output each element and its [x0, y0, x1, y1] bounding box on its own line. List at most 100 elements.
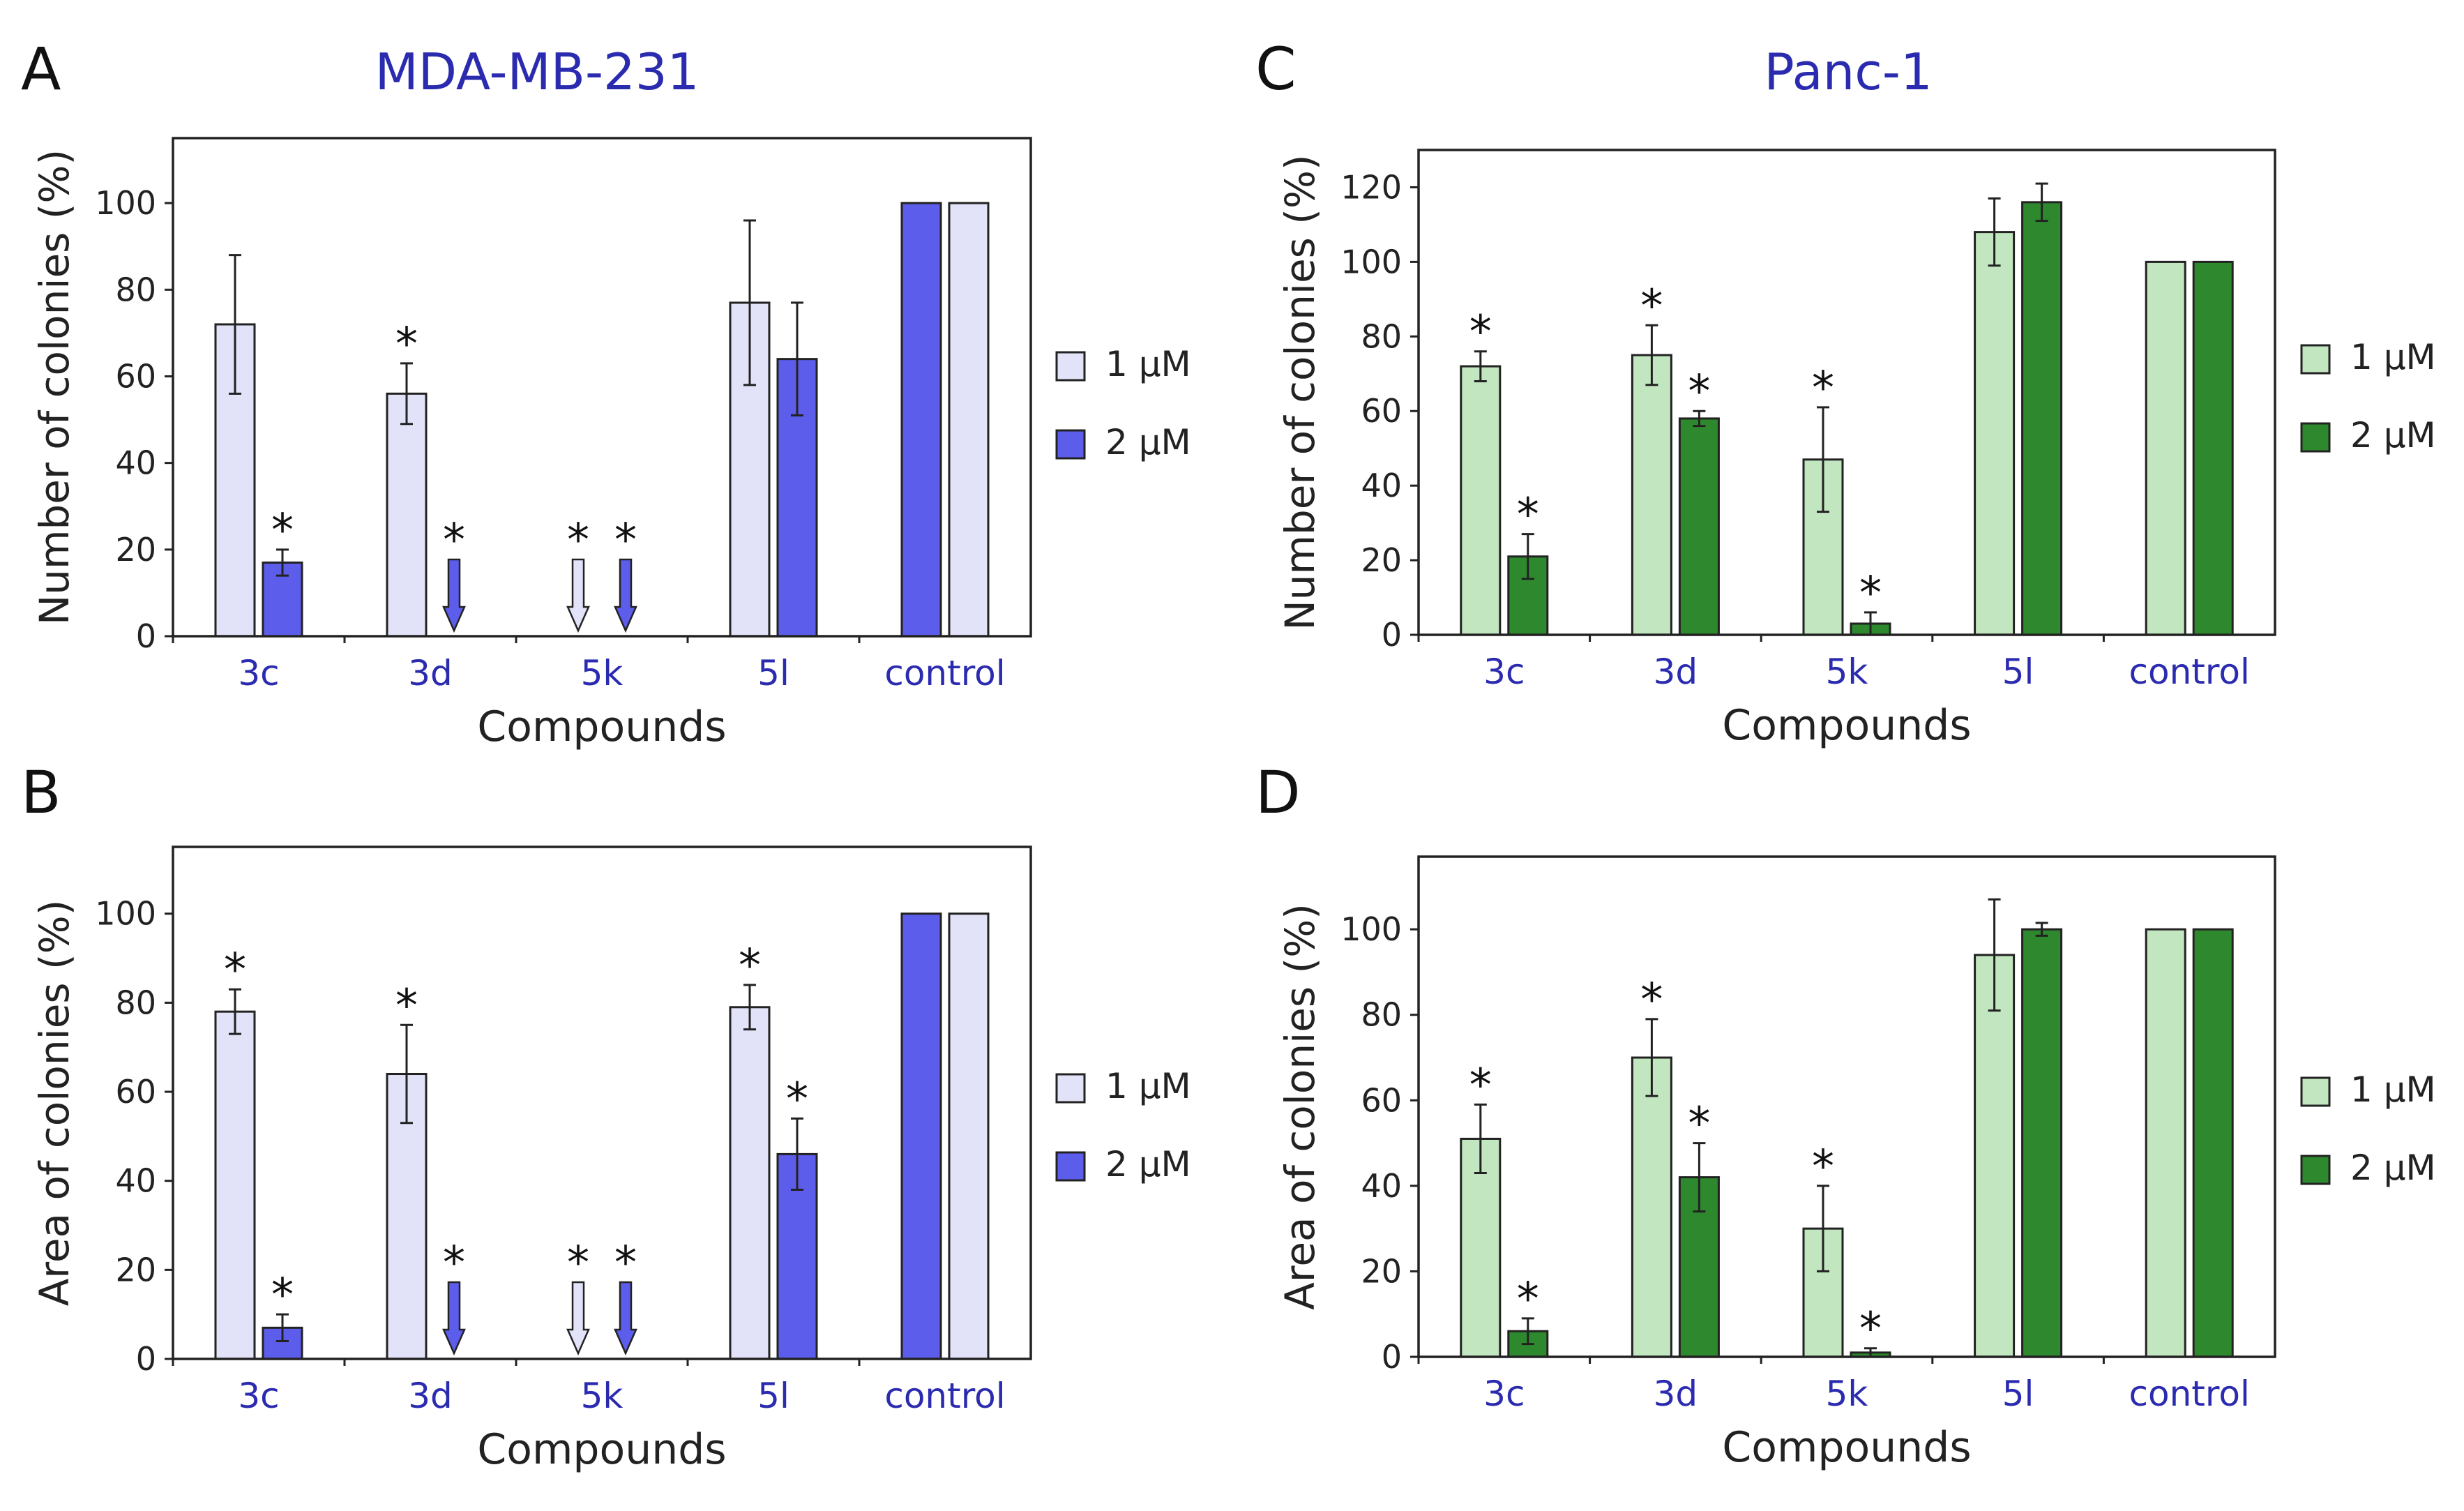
- y-tick-label: 100: [1340, 243, 1402, 280]
- y-tick-label: 80: [115, 984, 156, 1021]
- significance-star: *: [567, 515, 589, 566]
- panel-C: C Panc-1 0 20 40 60 80 100 120 Number of colonies…: [1255, 35, 2436, 750]
- x-tick-label: 5k: [1826, 652, 1868, 692]
- y-tick-label: 80: [115, 271, 156, 308]
- down-arrow: [614, 1281, 637, 1356]
- legend-swatch: [2300, 1076, 2331, 1107]
- legend-label: 2 µM: [1105, 1144, 1191, 1185]
- y-tick-label: 80: [1361, 317, 1402, 355]
- x-tick-label: 3d: [408, 1376, 453, 1416]
- x-tick-label: 3d: [1654, 652, 1698, 692]
- significance-star: *: [1517, 1274, 1539, 1325]
- y-tick-label: 0: [1382, 1338, 1402, 1376]
- bar-control-2M: [2192, 928, 2234, 1358]
- bar-5l-1M: [1974, 954, 2016, 1358]
- legend-label: 1 µM: [2350, 1069, 2436, 1110]
- down-arrow: [614, 558, 637, 633]
- significance-star: *: [395, 980, 418, 1032]
- y-tick-label: 100: [95, 895, 156, 933]
- significance-star: *: [224, 945, 246, 996]
- panel-label: C: [1255, 35, 1297, 103]
- bar-3d-1M: [1631, 354, 1672, 636]
- legend-swatch: [2300, 422, 2331, 453]
- significance-star: *: [1812, 363, 1834, 414]
- significance-star: *: [567, 1238, 589, 1289]
- y-tick-label: 40: [1361, 1167, 1402, 1205]
- x-axis-label: Compounds: [477, 1425, 726, 1474]
- y-tick-label: 20: [115, 1251, 156, 1288]
- x-tick-label: 5k: [581, 653, 623, 693]
- significance-star: *: [1812, 1141, 1834, 1193]
- y-tick-label: 40: [115, 444, 156, 482]
- y-tick-label: 40: [1361, 467, 1402, 504]
- y-tick-label: 100: [1340, 910, 1402, 948]
- y-tick-label: 0: [1382, 616, 1402, 654]
- y-tick-label: 20: [1361, 1252, 1402, 1290]
- bar-control-1M: [948, 202, 990, 638]
- legend-label: 1 µM: [1105, 1066, 1191, 1106]
- bar-3d-2M: [1678, 417, 1720, 636]
- significance-star: *: [443, 1238, 465, 1289]
- significance-star: *: [1688, 366, 1710, 418]
- bar-5l-2M: [2021, 928, 2063, 1358]
- y-tick-label: 60: [1361, 392, 1402, 430]
- panel-label: B: [21, 758, 61, 827]
- bar-3c-1M: [214, 1010, 256, 1360]
- y-tick-label: 40: [115, 1162, 156, 1200]
- column-title: Panc-1: [1764, 43, 1932, 101]
- y-tick-label: 20: [115, 531, 156, 569]
- legend-swatch: [2300, 1155, 2331, 1185]
- x-tick-label: 5k: [581, 1376, 623, 1416]
- legend-swatch: [1055, 1073, 1086, 1104]
- y-tick-label: 100: [95, 184, 156, 222]
- x-tick-label: 3d: [408, 653, 453, 693]
- bar-control-1M: [948, 912, 990, 1360]
- bar-control-2M: [2192, 260, 2234, 636]
- down-arrow: [442, 558, 466, 633]
- x-tick-label: 5l: [757, 653, 789, 693]
- significance-star: *: [1859, 568, 1882, 619]
- significance-star: *: [1640, 280, 1663, 332]
- bar-control-2M: [900, 202, 942, 638]
- significance-star: *: [271, 505, 294, 557]
- x-axis-label: Compounds: [1722, 1423, 1971, 1472]
- bar-control-1M: [2145, 260, 2186, 636]
- significance-star: *: [271, 1270, 294, 1321]
- plot-frame: [172, 137, 1032, 638]
- y-axis-label: Area of colonies (%): [1276, 903, 1324, 1310]
- x-tick-label: 3c: [238, 1376, 279, 1416]
- down-arrow: [566, 558, 590, 633]
- legend-swatch: [2300, 344, 2331, 375]
- bar-3d-1M: [1631, 1056, 1672, 1358]
- bar-5l-1M: [729, 1006, 771, 1360]
- x-tick-label: 5l: [757, 1376, 789, 1416]
- significance-star: *: [1640, 975, 1663, 1026]
- panel-A: A MDA-MB-231 0 20 40 60 80 100 Number of colonie…: [21, 35, 1191, 751]
- plot-frame: [172, 845, 1032, 1360]
- plot-frame: [1417, 855, 2276, 1358]
- legend-label: 2 µM: [2350, 1148, 2436, 1188]
- y-tick-label: 120: [1340, 168, 1402, 206]
- legend-label: 1 µM: [1105, 344, 1191, 384]
- x-tick-label: 5k: [1826, 1374, 1868, 1414]
- significance-star: *: [614, 1238, 637, 1289]
- legend-label: 1 µM: [2350, 337, 2436, 377]
- x-tick-label: 3d: [1654, 1374, 1698, 1414]
- x-axis-label: Compounds: [477, 702, 726, 751]
- legend-label: 2 µM: [2350, 415, 2436, 456]
- legend-label: 2 µM: [1105, 422, 1191, 463]
- x-tick-label: control: [884, 1376, 1005, 1416]
- panel-label: D: [1255, 758, 1301, 827]
- y-tick-label: 0: [136, 617, 156, 655]
- column-title: MDA-MB-231: [375, 43, 700, 101]
- y-axis-label: Number of colonies (%): [31, 149, 78, 625]
- bar-control-2M: [900, 912, 942, 1360]
- bar-3d-1M: [386, 392, 428, 638]
- significance-star: *: [614, 515, 637, 566]
- y-axis-label: Area of colonies (%): [31, 900, 78, 1307]
- significance-star: *: [1859, 1304, 1882, 1355]
- y-axis-label: Number of colonies (%): [1276, 154, 1324, 630]
- panel-D: D 0 20 40 60 80 100 Area of colonies (%) 3c * * 3d *…: [1255, 758, 2436, 1472]
- bar-5l-2M: [2021, 201, 2063, 636]
